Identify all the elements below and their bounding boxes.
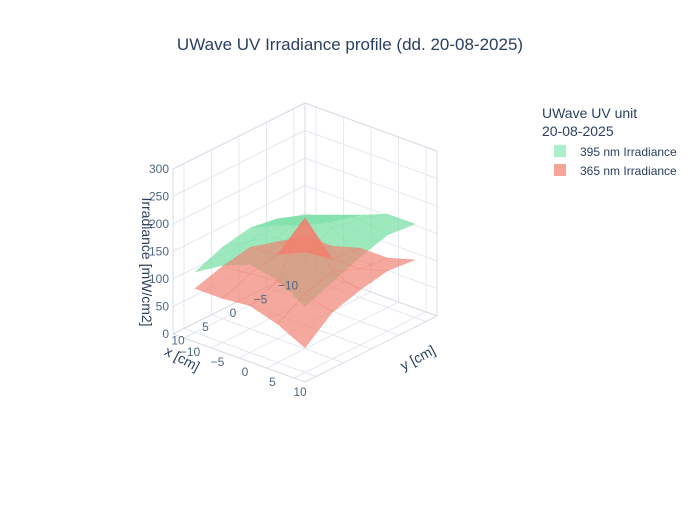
z-axis-title: Irradiance [mW/cm2] — [139, 197, 155, 326]
axis-box-edge — [304, 315, 438, 383]
y-tick-label: −10 — [180, 345, 201, 359]
axis-box-edge — [304, 102, 438, 152]
y-tick-label: 10 — [293, 385, 307, 399]
legend-swatch-395nm — [554, 145, 566, 157]
legend-title-line2: 20-08-2025 — [542, 123, 614, 139]
legend-item-365nm[interactable]: 365 nm Irradiance — [554, 164, 677, 178]
x-tick-label: −10 — [278, 279, 299, 293]
legend-item-395nm[interactable]: 395 nm Irradiance — [554, 145, 677, 159]
surface-series-1[interactable] — [194, 217, 416, 349]
z-tick-label: 200 — [149, 217, 169, 231]
floor-gridline-y — [266, 301, 399, 369]
x-tick-label: 0 — [230, 306, 237, 320]
legend-label-395nm: 395 nm Irradiance — [580, 145, 677, 159]
x-tick-label: 5 — [202, 320, 209, 334]
z-tick-label: 250 — [149, 190, 169, 204]
surface-patch — [277, 293, 333, 349]
z-tick-label: 50 — [156, 300, 170, 314]
chart-title: UWave UV Irradiance profile (dd. 20-08-2… — [177, 35, 523, 54]
y-tick-label: −5 — [211, 355, 225, 369]
z-tick-label: 150 — [149, 245, 169, 259]
y-tick-label: 5 — [269, 375, 276, 389]
x-tick-label: 10 — [171, 334, 185, 348]
axis-box-edge — [172, 102, 306, 170]
axis-box-edge — [172, 333, 306, 383]
y-axis-title: y [cm] — [397, 342, 437, 374]
surface-layer — [194, 213, 416, 349]
legend[interactable]: UWave UV unit 20-08-2025 395 nm Irradian… — [542, 105, 677, 178]
legend-swatch-365nm — [554, 164, 566, 176]
z-tick-label: 100 — [149, 272, 169, 286]
floor-gridline-y — [293, 311, 427, 379]
y-tick-label: 0 — [242, 365, 249, 379]
z-tick-label: 300 — [149, 162, 169, 176]
legend-title-line1: UWave UV unit — [542, 105, 637, 121]
legend-label-365nm: 365 nm Irradiance — [580, 164, 677, 178]
x-tick-label: −5 — [254, 292, 268, 306]
z-tick-label: 0 — [162, 327, 169, 341]
